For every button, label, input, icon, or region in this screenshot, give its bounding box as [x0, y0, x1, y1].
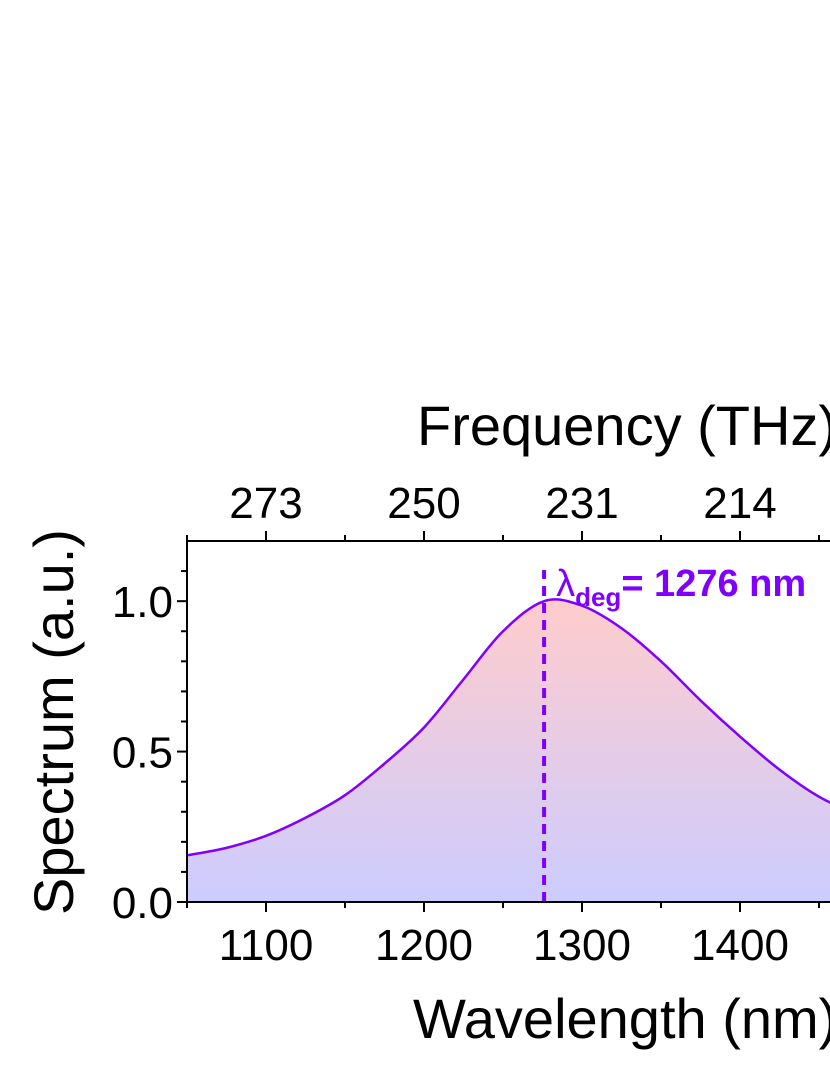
x-tick-label: 1400 — [691, 921, 789, 970]
line — [186, 598, 830, 857]
annotation-symbol: λ — [556, 563, 575, 605]
annotation: λdeg= 1276 nm — [556, 563, 806, 612]
x2-tick-label: 273 — [229, 479, 302, 528]
area-fill — [187, 599, 830, 902]
x-tick-label: 1200 — [375, 921, 473, 970]
x-axis-title: Wavelength (nm) — [413, 987, 830, 1050]
x2-tick-label: 231 — [545, 479, 618, 528]
y-tick-label: 0.0 — [112, 879, 173, 928]
annotation-text: = 1276 nm — [621, 563, 806, 605]
y-tick-label: 1.0 — [112, 578, 173, 627]
y-tick-label: 0.5 — [112, 729, 173, 778]
x2-axis-title: Frequency (THz) — [417, 394, 830, 457]
y-axis-title: Spectrum (a.u.) — [22, 529, 85, 915]
x2-tick-label: 250 — [387, 479, 460, 528]
x2-tick-label: 214 — [703, 479, 776, 528]
x-tick-label: 1100 — [219, 921, 314, 970]
annotation-subscript: deg — [575, 582, 621, 612]
x-tick-label: 1300 — [533, 921, 631, 970]
